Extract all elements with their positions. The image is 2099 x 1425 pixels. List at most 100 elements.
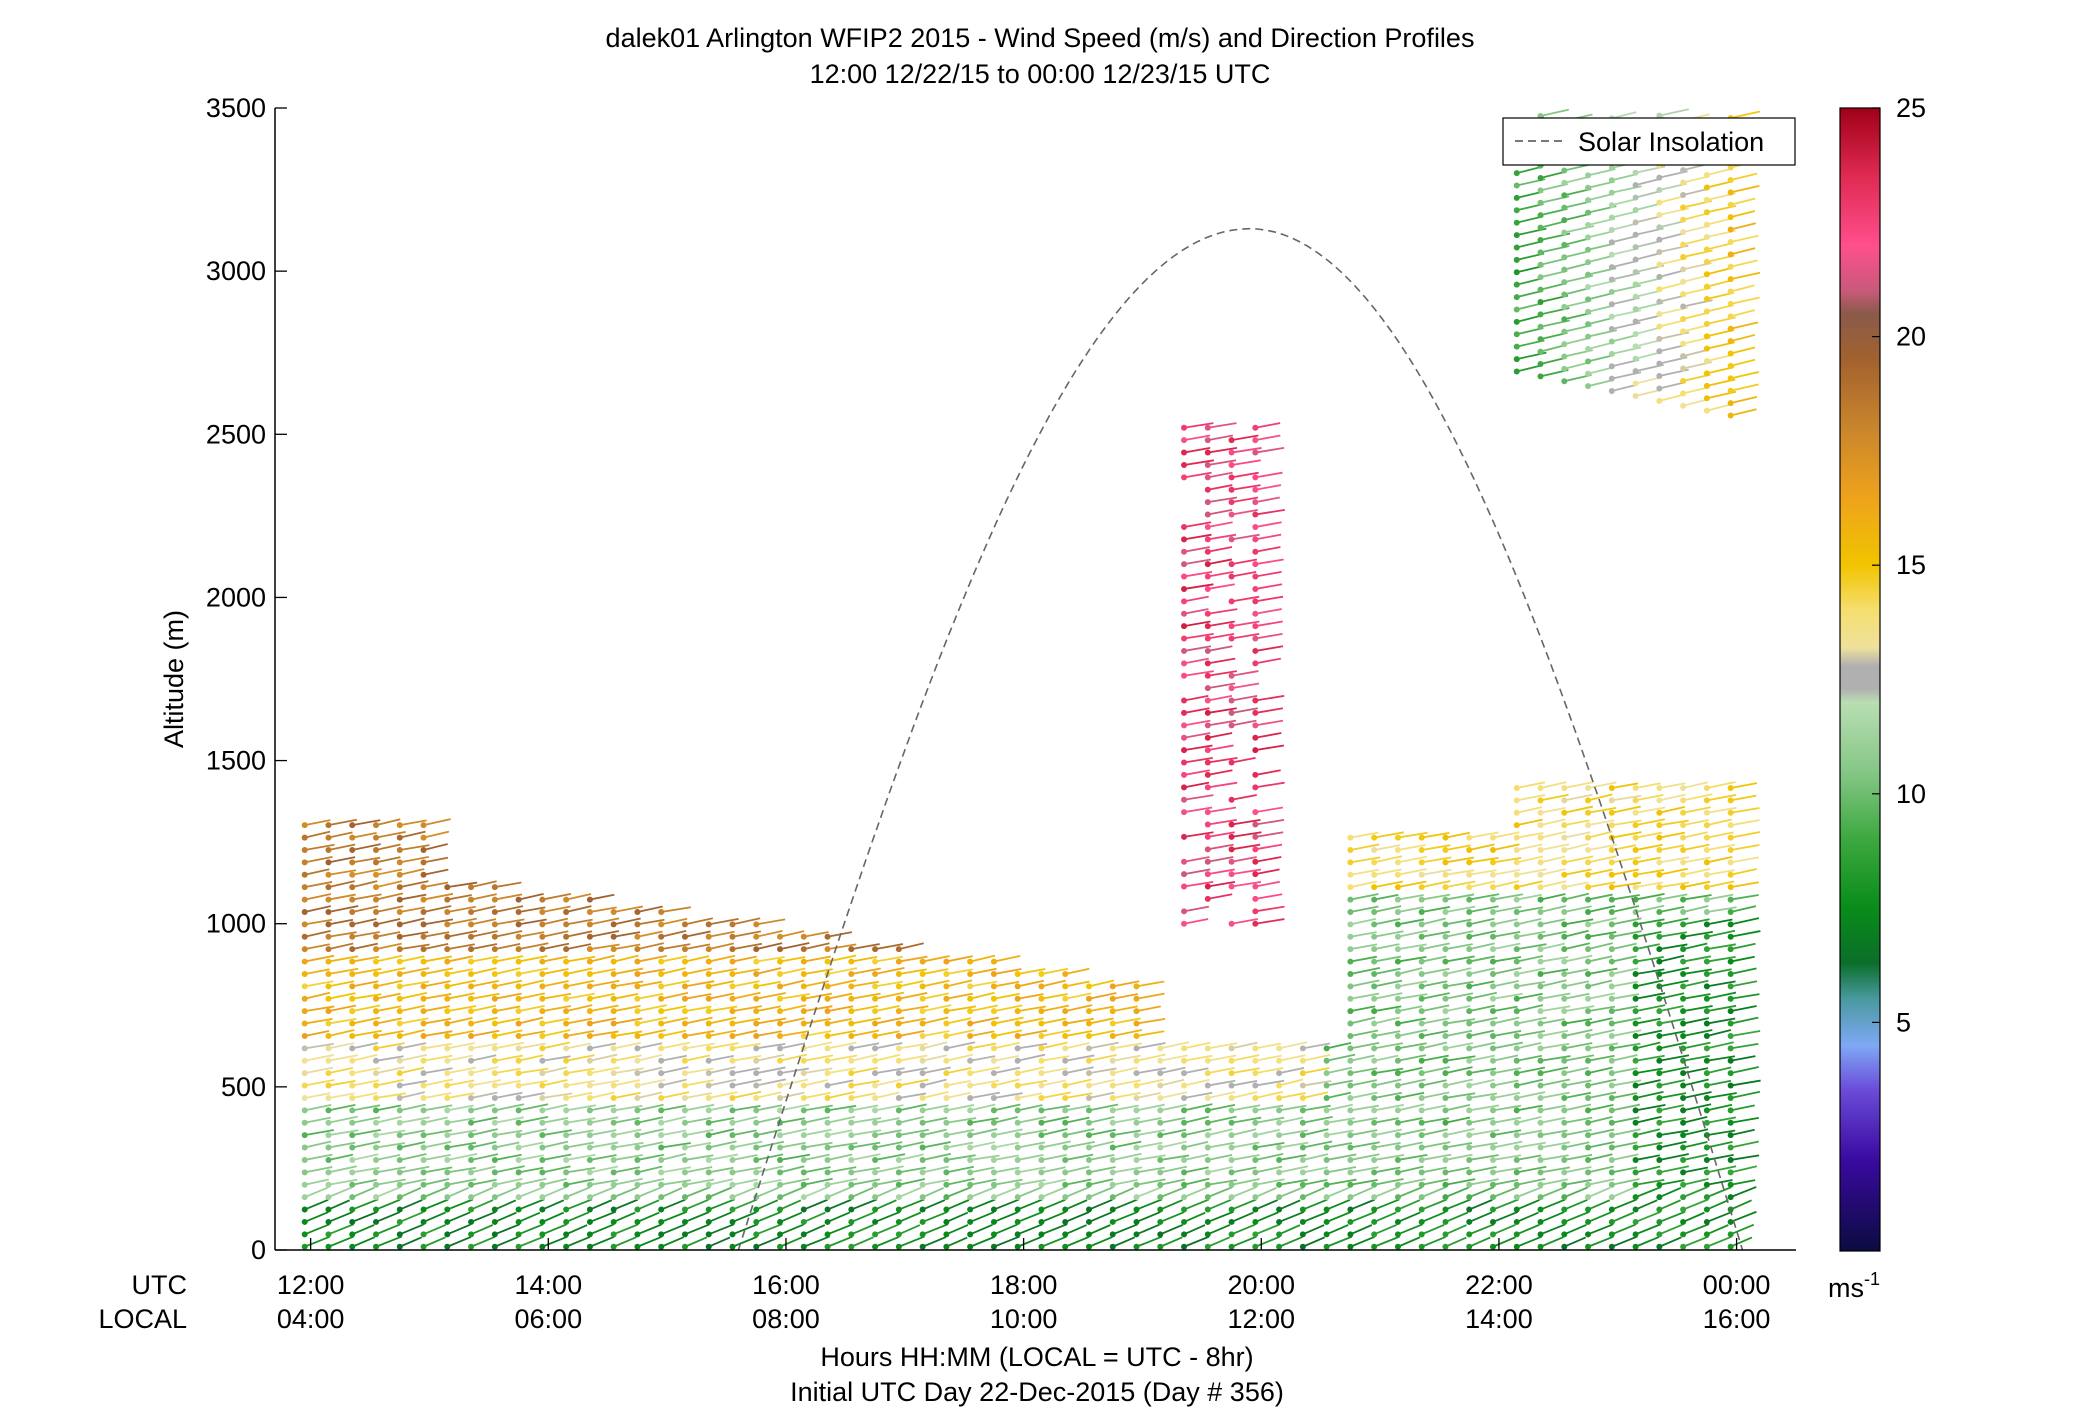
wind-barb-staff xyxy=(375,905,404,913)
wind-barb-point xyxy=(1608,946,1615,953)
wind-barb-staff xyxy=(1611,819,1642,827)
wind-barb-staff xyxy=(1373,1128,1402,1137)
wind-barb-staff xyxy=(851,967,881,975)
wind-barb-point xyxy=(1656,224,1663,231)
wind-barb-point xyxy=(444,908,451,915)
wind-barb-staff xyxy=(375,1142,406,1149)
wind-barb-staff xyxy=(423,1178,450,1186)
wind-barb-staff xyxy=(803,1153,830,1161)
wind-barb-staff xyxy=(1516,955,1544,963)
wind-barb-point xyxy=(1632,306,1639,313)
wind-barb-point xyxy=(1561,254,1568,261)
wind-barb-staff xyxy=(1112,1211,1139,1223)
wind-barb-point xyxy=(515,1132,522,1139)
wind-barb-staff xyxy=(1611,1178,1640,1186)
utc-row-label: UTC xyxy=(132,1270,188,1300)
wind-barb-point xyxy=(563,1070,570,1077)
wind-barb-staff xyxy=(304,943,330,951)
wind-barb-staff xyxy=(874,1078,903,1087)
wind-barb-staff xyxy=(803,1030,832,1037)
wind-barb-point xyxy=(396,846,403,853)
wind-barb-point xyxy=(1585,383,1592,390)
wind-barb-point xyxy=(919,1094,926,1101)
wind-barb-staff xyxy=(589,1030,619,1037)
wind-barb-staff xyxy=(1350,1198,1375,1211)
wind-barb-staff xyxy=(399,893,427,901)
wind-barb-point xyxy=(1703,184,1710,191)
wind-barb-point xyxy=(1585,995,1592,1002)
wind-barb-point xyxy=(491,1107,498,1114)
wind-barb-staff xyxy=(1540,1018,1565,1025)
wind-barb-staff xyxy=(1516,240,1543,249)
wind-barb-point xyxy=(1632,268,1639,275)
wind-barb-point xyxy=(1228,1243,1235,1250)
wind-barb-point xyxy=(1062,1082,1069,1089)
wind-barb-staff xyxy=(1207,1199,1232,1211)
wind-barb-staff xyxy=(1160,1165,1188,1174)
wind-barb-staff xyxy=(352,1004,381,1013)
wind-barb-staff xyxy=(708,1055,734,1062)
wind-barb-point xyxy=(1680,328,1687,335)
wind-barb-point xyxy=(1252,610,1259,617)
wind-barb-point xyxy=(1085,1057,1092,1064)
wind-barb-point xyxy=(990,1107,997,1114)
wind-barb-point xyxy=(1394,846,1401,853)
wind-barb-staff xyxy=(1611,334,1637,343)
wind-barb-staff xyxy=(993,968,1022,975)
wind-barb-staff xyxy=(1445,1186,1470,1198)
wind-barb-staff xyxy=(1730,894,1759,901)
wind-barb-point xyxy=(753,1243,760,1250)
wind-barb-point xyxy=(1537,1169,1544,1176)
wind-barb-staff xyxy=(1659,1223,1683,1236)
wind-barb-point xyxy=(468,1094,475,1101)
wind-barb-point xyxy=(1347,1144,1354,1151)
wind-barb-point xyxy=(1585,1045,1592,1052)
wind-barb-point xyxy=(681,1070,688,1077)
wind-barb-staff xyxy=(375,931,401,938)
wind-barb-point xyxy=(1561,958,1568,965)
wind-barb-point xyxy=(1585,834,1592,841)
wind-barb-staff xyxy=(684,955,710,963)
wind-barb-staff xyxy=(684,1154,714,1161)
wind-barb-point xyxy=(1656,199,1663,206)
wind-barb-staff xyxy=(756,1091,782,1099)
wind-barb-staff xyxy=(589,1104,616,1112)
wind-barb-point xyxy=(420,995,427,1002)
wind-barb-staff xyxy=(1587,1042,1619,1050)
wind-barb-staff xyxy=(1540,1178,1568,1186)
wind-barb-point xyxy=(349,908,356,915)
wind-barb-point xyxy=(1181,796,1188,803)
wind-barb-staff xyxy=(1730,794,1757,802)
wind-barb-staff xyxy=(969,1079,1000,1087)
wind-barb-point xyxy=(1608,809,1615,816)
wind-barb-point xyxy=(1703,1218,1710,1225)
wind-barb-staff xyxy=(1254,1187,1277,1198)
wind-barb-point xyxy=(1537,1070,1544,1077)
wind-barb-staff xyxy=(1255,1104,1284,1112)
wind-barb-staff xyxy=(637,1053,663,1062)
wind-barb-staff xyxy=(898,1166,926,1174)
wind-barb-point xyxy=(1347,908,1354,915)
wind-barb-point xyxy=(895,1194,902,1201)
wind-barb-point xyxy=(681,1045,688,1052)
wind-barb-staff xyxy=(898,1054,928,1062)
wind-barb-point xyxy=(1133,1243,1140,1250)
wind-barb-point xyxy=(1561,797,1568,804)
wind-barb-staff xyxy=(874,1067,905,1075)
wind-barb-point xyxy=(1561,884,1568,891)
wind-barb-point xyxy=(1204,486,1211,493)
wind-barb-point xyxy=(1085,1082,1092,1089)
wind-barb-point xyxy=(1632,1107,1639,1114)
wind-barb-point xyxy=(610,1032,617,1039)
wind-barb-point xyxy=(1537,970,1544,977)
wind-barb-staff xyxy=(1445,905,1476,913)
wind-barb-staff xyxy=(1564,1018,1593,1025)
wind-barb-staff xyxy=(827,1223,853,1236)
wind-barb-staff xyxy=(1540,257,1567,266)
wind-barb-staff xyxy=(1017,1141,1046,1149)
wind-barb-staff xyxy=(922,1016,949,1025)
wind-barb-point xyxy=(349,1045,356,1052)
wind-barb-point xyxy=(943,970,950,977)
wind-barb-staff xyxy=(1421,1104,1447,1112)
wind-barb-staff xyxy=(1682,979,1709,988)
